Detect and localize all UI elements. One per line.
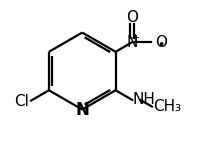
Text: +: + bbox=[131, 33, 141, 44]
Text: N: N bbox=[75, 101, 89, 119]
Text: CH₃: CH₃ bbox=[153, 99, 181, 114]
Text: Cl: Cl bbox=[15, 94, 29, 109]
Text: O: O bbox=[126, 9, 138, 25]
Text: O: O bbox=[155, 35, 167, 50]
Text: •: • bbox=[157, 39, 164, 52]
Text: NH: NH bbox=[133, 92, 156, 107]
Text: N: N bbox=[127, 35, 138, 50]
